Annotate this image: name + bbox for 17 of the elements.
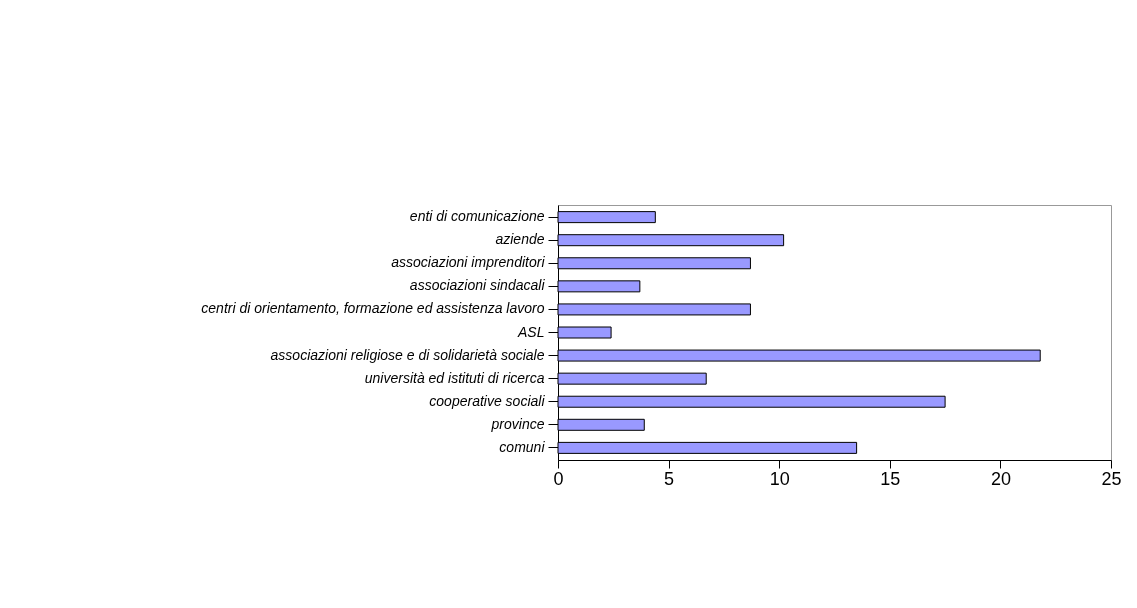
y-tick-label: aziende <box>495 231 545 248</box>
x-tick-label: 25 <box>1101 468 1122 489</box>
y-tick-label: comuni <box>499 438 546 455</box>
y-tick-label: enti di comunicazione <box>409 208 545 225</box>
y-tick-label: province <box>490 415 545 432</box>
x-tick-label: 0 <box>553 468 564 489</box>
y-tick-label: centri di orientamento, formazione ed assistenza lavoro <box>201 300 545 317</box>
y-tick-label: università ed istituti di ricerca <box>364 369 545 386</box>
y-tick-label: associazioni sindacali <box>409 277 546 294</box>
x-tick-label: 15 <box>880 468 901 489</box>
x-tick-label: 5 <box>664 468 675 489</box>
x-tick-label: 20 <box>990 468 1011 489</box>
y-tick-label: ASL <box>517 323 545 340</box>
y-tick-label: associazioni imprenditori <box>391 254 546 271</box>
y-tick-label: associazioni religiose e di solidarietà sociale <box>270 346 545 363</box>
y-tick-label: cooperative sociali <box>429 392 546 409</box>
x-tick-label: 10 <box>769 468 790 489</box>
